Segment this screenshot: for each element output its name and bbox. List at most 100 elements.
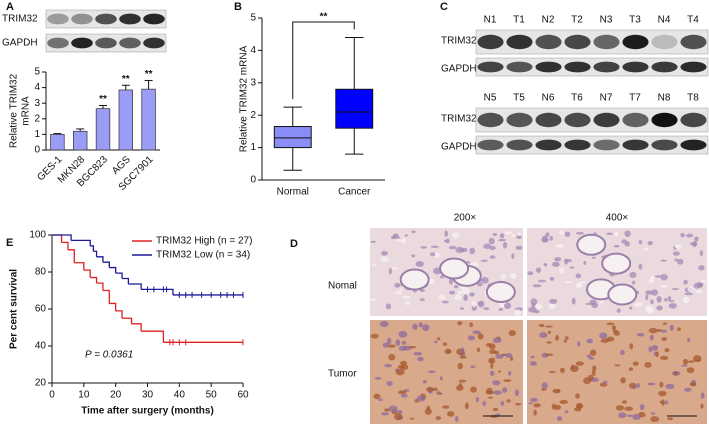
ihc-cell — [399, 288, 403, 292]
blot-band — [119, 13, 141, 25]
ihc-cell — [638, 240, 643, 245]
ihc-cell — [476, 347, 481, 353]
ihc-cell — [392, 233, 399, 238]
y-axis-label: mRNA — [21, 96, 32, 126]
ihc-cell — [498, 238, 506, 242]
ihc-cell — [688, 360, 695, 363]
ihc-cell — [395, 239, 403, 242]
survival-step — [93, 250, 98, 257]
ihc-cell — [695, 290, 704, 294]
y-tick-label: 5 — [250, 13, 256, 24]
ihc-cell — [495, 413, 501, 416]
ihc-cell — [647, 382, 656, 386]
ihc-cell — [632, 385, 637, 390]
lane-label: N5 — [484, 93, 497, 104]
ihc-cell — [700, 403, 704, 409]
ihc-cell — [419, 298, 425, 302]
ihc-cell — [693, 355, 702, 363]
ihc-cell — [639, 403, 645, 411]
blot-band — [564, 34, 591, 50]
ihc-cell — [384, 408, 390, 412]
ihc-cell — [477, 300, 485, 308]
blot-band — [651, 139, 678, 151]
blot-strip — [475, 57, 709, 77]
x-tick-label: 0 — [49, 390, 55, 401]
ihc-cell — [370, 240, 376, 243]
ihc-cell — [417, 356, 424, 362]
ihc-cell — [415, 260, 425, 267]
blot-strip — [475, 135, 709, 155]
ihc-cell — [650, 299, 654, 305]
ihc-cell — [575, 361, 584, 366]
ihc-cell — [650, 276, 655, 283]
x-tick-label: 30 — [142, 390, 154, 401]
ihc-cell — [489, 349, 497, 354]
ihc-cell — [591, 256, 596, 259]
ihc-cell — [620, 377, 626, 384]
ihc-cell — [395, 368, 405, 376]
lane-label: T3 — [629, 15, 641, 26]
ihc-cell — [632, 280, 636, 285]
ihc-cell — [507, 371, 512, 376]
ihc-cell — [422, 380, 427, 384]
ihc-cell — [506, 399, 511, 403]
box — [273, 126, 312, 149]
ihc-cell — [485, 390, 494, 395]
ihc-cell — [613, 244, 620, 248]
ihc-cell — [541, 388, 547, 391]
ihc-cell — [405, 301, 411, 306]
ihc-cell — [616, 308, 621, 313]
ihc-cell — [544, 325, 553, 328]
ihc-cell — [543, 263, 548, 267]
ihc-cell — [541, 235, 548, 243]
ihc-gland — [439, 257, 470, 280]
ihc-cell — [687, 338, 691, 342]
ihc-cell — [647, 240, 653, 246]
ihc-cell — [401, 340, 407, 345]
ihc-cell — [502, 387, 508, 393]
ihc-cell — [372, 263, 376, 267]
blot-band — [564, 112, 591, 128]
ihc-cell — [634, 302, 643, 307]
ihc-cell — [459, 286, 467, 289]
y-tick-label: 2 — [250, 110, 256, 121]
y-tick-label: 5 — [34, 67, 40, 78]
blot-band — [593, 61, 620, 73]
ihc-cell — [548, 303, 556, 310]
ihc-cell — [537, 279, 547, 283]
x-tick-label: Cancer — [338, 187, 371, 198]
y-axis-label: Relative TRIM32 mRNA — [239, 45, 250, 152]
ihc-cell — [489, 245, 496, 251]
ihc-cell — [380, 256, 389, 262]
ihc-cell — [682, 358, 689, 365]
ihc-cell — [492, 337, 502, 343]
ihc-cell — [645, 305, 653, 312]
ihc-cell — [656, 296, 662, 303]
ihc-cell — [588, 374, 594, 382]
ihc-cell — [697, 283, 703, 288]
ihc-cell — [483, 243, 492, 249]
bar — [73, 130, 88, 151]
ihc-cell — [430, 245, 440, 248]
ihc-cell — [656, 328, 662, 332]
ihc-cell — [378, 398, 383, 402]
survival-step — [52, 234, 63, 243]
ihc-cell — [419, 288, 426, 292]
ihc-cell — [661, 337, 668, 342]
column-label: 400× — [606, 213, 629, 224]
ihc-cell — [549, 236, 553, 241]
ihc-cell — [514, 309, 522, 316]
ihc-cell — [618, 412, 627, 419]
ihc-cell — [489, 370, 495, 377]
ihc-cell — [585, 302, 593, 305]
ihc-cell — [606, 322, 615, 326]
blot-band — [477, 34, 504, 50]
x-tick-label: 10 — [78, 390, 90, 401]
x-tick-label: 20 — [110, 390, 122, 401]
ihc-cell — [516, 235, 522, 239]
ihc-cell — [554, 404, 561, 410]
ihc-cell — [370, 333, 379, 339]
ihc-cell — [575, 232, 584, 235]
survival-step — [131, 323, 142, 332]
ihc-cell — [586, 354, 592, 358]
